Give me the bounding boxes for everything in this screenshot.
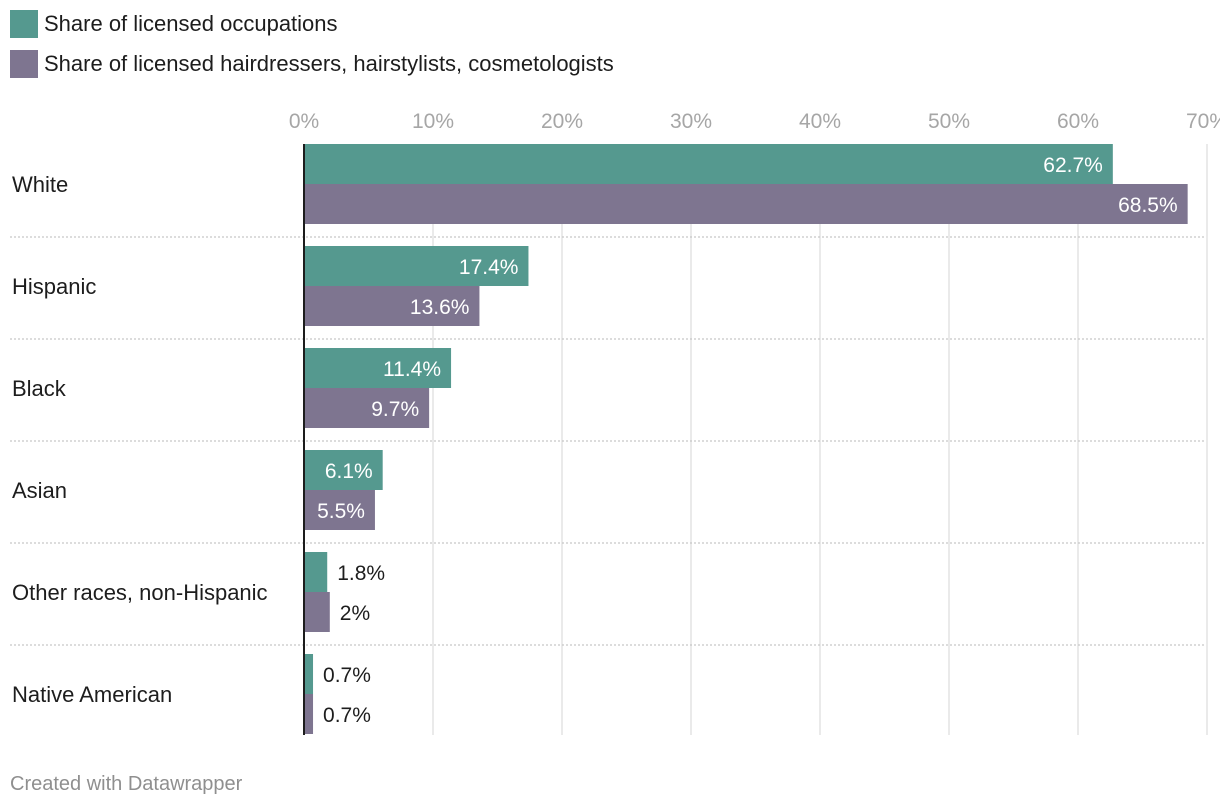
bar: [304, 490, 375, 530]
data-label: 62.7%: [1043, 154, 1103, 177]
data-label: 0.7%: [323, 704, 371, 727]
legend-item-licensed-occupations: Share of licensed occupations: [10, 10, 614, 38]
legend-label: Share of licensed occupations: [44, 11, 338, 36]
bar: [304, 552, 328, 592]
bar: [304, 348, 452, 388]
legend-label: Share of licensed hairdressers, hairstyl…: [44, 51, 614, 76]
bar: [304, 450, 383, 490]
legend-item-licensed-hairdressers: Share of licensed hairdressers, hairstyl…: [10, 50, 614, 78]
bar: [304, 144, 1113, 184]
data-label: 11.4%: [383, 358, 441, 381]
bar: [304, 654, 314, 694]
bar: [304, 388, 430, 428]
data-label: 0.7%: [323, 664, 371, 687]
category-label: Native American: [12, 682, 172, 707]
category-label: Asian: [12, 478, 67, 503]
bar: [304, 286, 480, 326]
bar: [304, 592, 330, 632]
data-label: 6.1%: [325, 460, 373, 483]
x-tick-label: 60%: [1057, 110, 1099, 133]
data-label: 13.6%: [410, 296, 470, 319]
bar-chart: 0% 10% 20% 30% 40% 50% 60% 70% White 62.7% 68.5% Hi…: [10, 110, 1220, 735]
x-tick-label: 20%: [541, 110, 583, 133]
data-label: 9.7%: [371, 398, 419, 421]
datawrapper-credit: Created with Datawrapper: [10, 773, 243, 795]
category-label: Other races, non-Hispanic: [12, 580, 268, 605]
x-tick-label: 40%: [799, 110, 841, 133]
chart-legend: Share of licensed occupations Share of l…: [10, 10, 614, 90]
data-label: 68.5%: [1118, 194, 1178, 217]
x-tick-label: 0%: [289, 110, 319, 133]
data-label: 5.5%: [317, 500, 365, 523]
legend-swatch: [10, 10, 38, 38]
x-tick-label: 30%: [670, 110, 712, 133]
bar: [304, 184, 1188, 224]
x-tick-label: 70%: [1186, 110, 1220, 133]
category-label: White: [12, 172, 68, 197]
category-label: Hispanic: [12, 274, 96, 299]
bar: [304, 246, 529, 286]
category-label: Black: [12, 376, 67, 401]
data-label: 17.4%: [459, 256, 519, 279]
legend-swatch: [10, 50, 38, 78]
x-tick-label: 50%: [928, 110, 970, 133]
bar: [304, 694, 314, 734]
x-tick-label: 10%: [412, 110, 454, 133]
data-label: 2%: [340, 602, 370, 625]
data-label: 1.8%: [337, 562, 385, 585]
